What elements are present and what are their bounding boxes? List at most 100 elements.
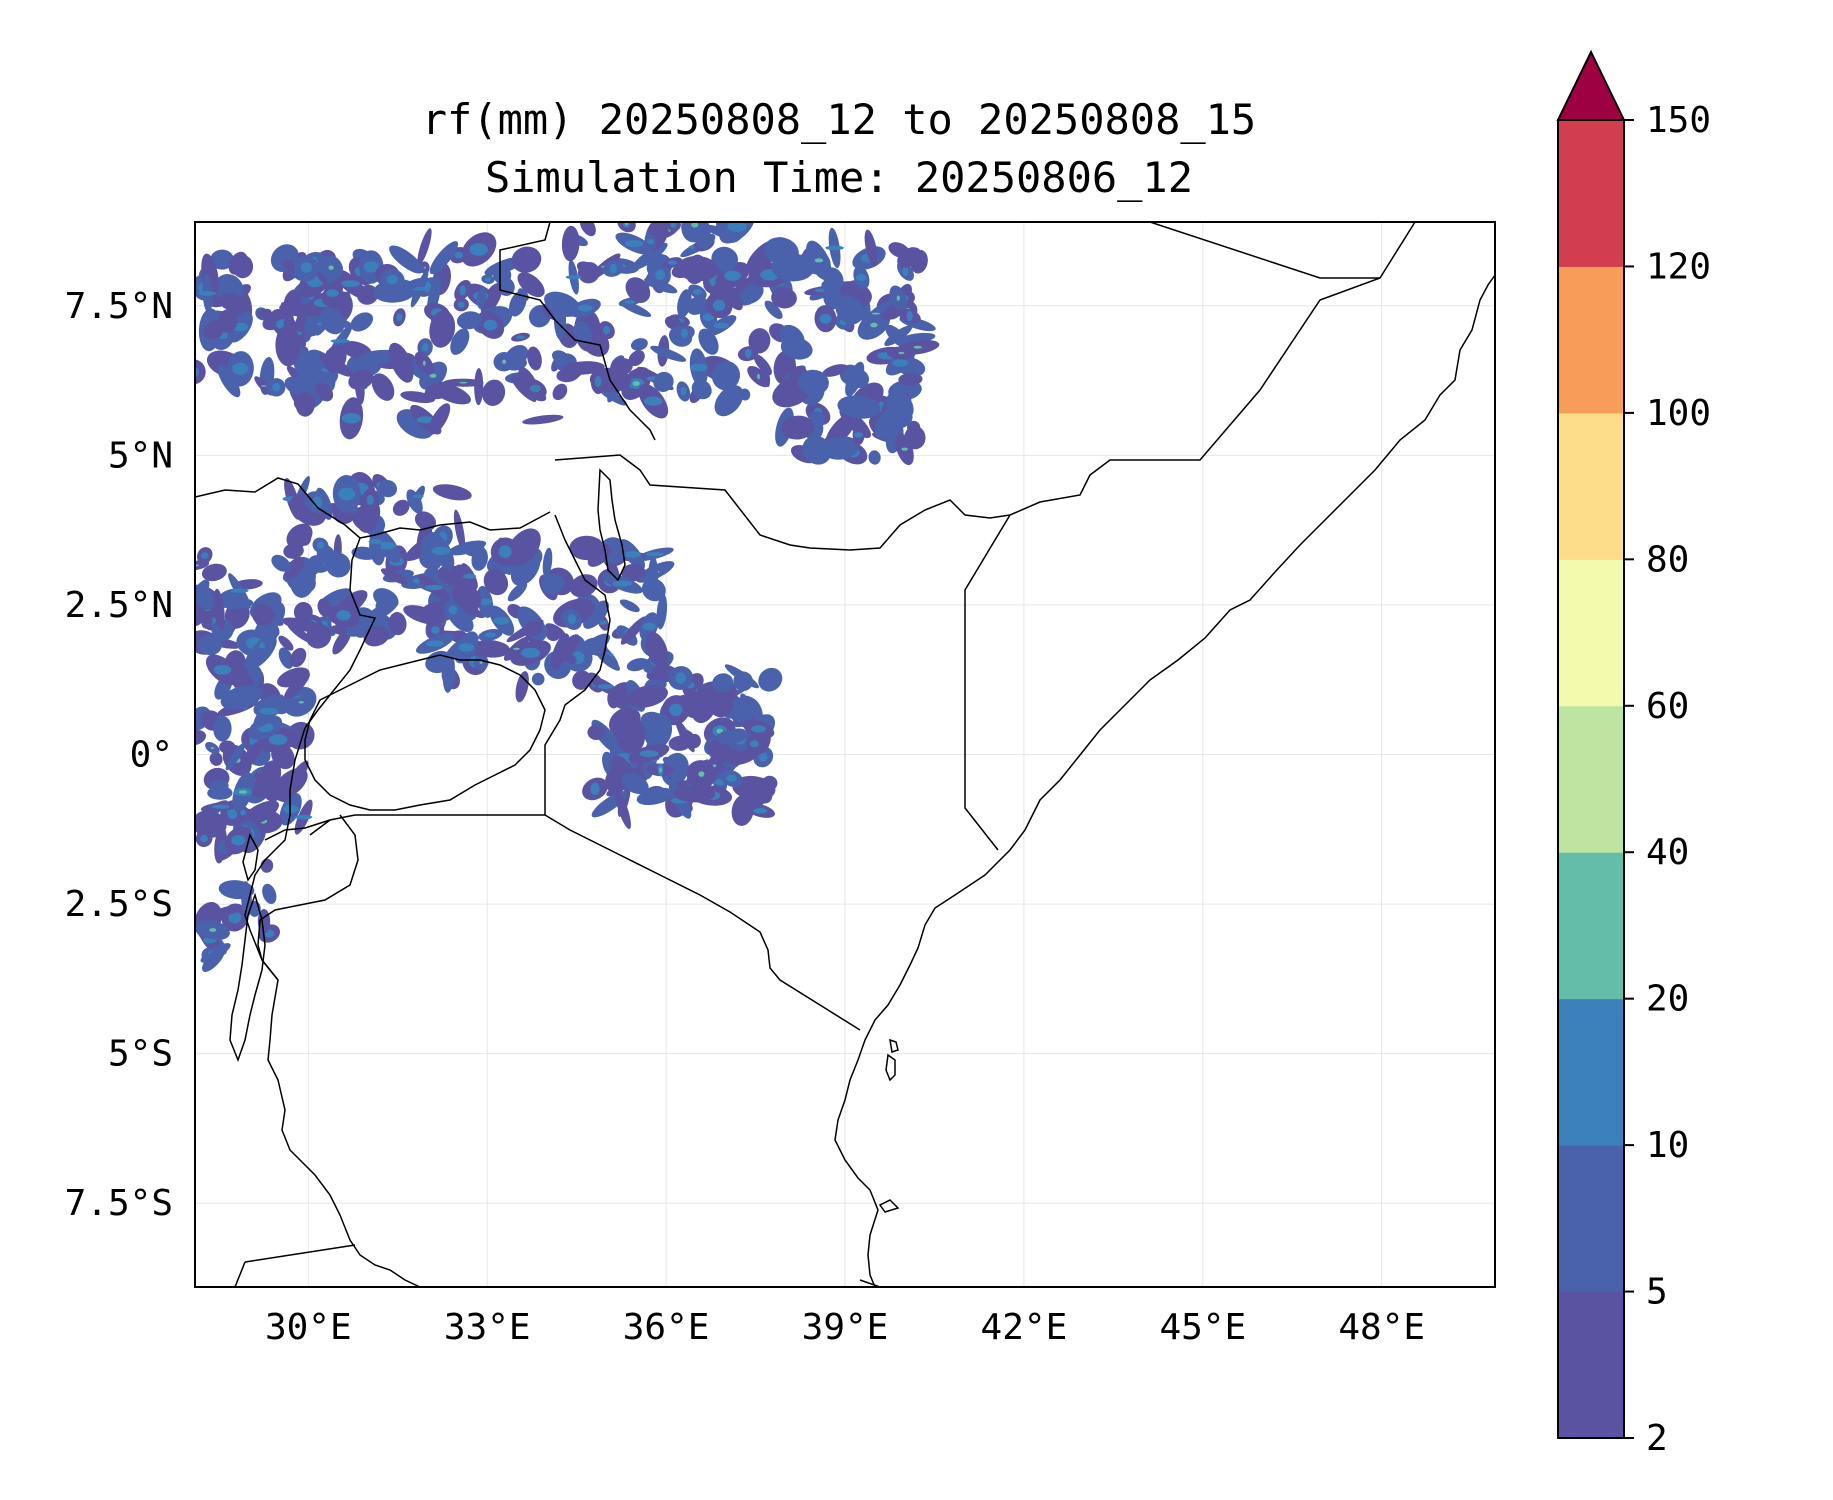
rain-cell	[356, 284, 379, 305]
border-tanzania-south	[859, 1279, 881, 1287]
rain-cell	[541, 573, 565, 595]
rain-cell-heavy	[431, 626, 440, 635]
rain-cell	[198, 634, 222, 656]
rain-cell	[284, 672, 310, 700]
rain-cell-heavy	[669, 703, 683, 716]
rain-cell	[476, 286, 487, 309]
rain-cell	[388, 342, 414, 383]
rain-cell	[897, 247, 922, 268]
rain-cell	[429, 310, 456, 348]
rain-cell	[627, 684, 668, 708]
rain-cell	[271, 554, 291, 572]
rain-cluster-uganda-east	[415, 528, 675, 703]
rain-cell	[561, 225, 580, 262]
rain-cell-heavy	[396, 313, 403, 322]
rain-cell-heavy	[195, 366, 199, 378]
rain-cell-heavy	[712, 299, 726, 311]
rain-cell	[217, 364, 241, 398]
rain-cell	[545, 625, 561, 642]
rain-cell	[711, 361, 741, 391]
rain-cell-intense	[210, 747, 214, 749]
rain-cell	[685, 690, 701, 714]
island-mafia	[878, 1199, 900, 1213]
rain-cell-heavy	[330, 339, 350, 344]
rain-cell	[645, 632, 669, 668]
rain-cell	[417, 228, 432, 266]
rain-cell-heavy	[484, 632, 496, 638]
rain-cell-heavy	[457, 301, 465, 308]
chart-title-line2: Simulation Time: 20250806_12	[485, 153, 1193, 202]
rain-cell	[195, 589, 215, 610]
y-tick-label: 7.5°N	[65, 286, 173, 327]
rain-cell	[456, 311, 483, 330]
rain-cell	[210, 249, 234, 270]
rain-cell-heavy	[645, 552, 664, 557]
rain-cell-intense	[429, 373, 437, 378]
rain-cell-heavy	[642, 622, 656, 631]
rain-cell-intense	[632, 381, 640, 386]
rain-cell-heavy	[232, 362, 249, 375]
colorbar-tick-label: 10	[1646, 1125, 1689, 1166]
rain-cell-intense	[261, 385, 267, 387]
lake-kivu	[242, 832, 259, 882]
border-rwanda-burundi	[257, 814, 359, 981]
rain-cell-intense	[209, 928, 217, 932]
rain-cell	[615, 789, 631, 830]
colorbar-tick-label: 40	[1646, 832, 1689, 873]
rain-cell-intense	[659, 767, 662, 773]
rain-cell-heavy	[690, 363, 708, 372]
rain-cell	[218, 292, 247, 312]
colorbar-tick-label: 80	[1646, 539, 1689, 580]
rain-cell-heavy	[854, 432, 864, 438]
rain-cell	[573, 321, 593, 345]
rain-cell	[290, 647, 307, 668]
rain-cell	[278, 635, 294, 651]
rain-cell	[711, 246, 739, 272]
rain-cell	[822, 364, 848, 377]
colorbar-tick-label: 120	[1646, 246, 1711, 287]
rain-cell	[262, 883, 277, 905]
rain-cell-heavy	[692, 289, 703, 295]
rain-cell	[451, 582, 482, 611]
rain-cell	[822, 436, 860, 460]
rain-cell	[389, 245, 424, 274]
rain-cell-heavy	[377, 541, 396, 550]
rain-cell-intense	[757, 373, 760, 380]
rain-cell	[668, 735, 691, 751]
rain-cell	[823, 283, 842, 310]
island-zanzibar	[885, 1053, 896, 1082]
rain-cell	[630, 338, 648, 351]
x-tick-label: 48°E	[1338, 1307, 1425, 1348]
rain-cell-heavy	[624, 300, 635, 304]
rain-cell-heavy	[529, 384, 541, 393]
rain-cell	[278, 647, 294, 669]
rain-cell-heavy	[200, 552, 209, 559]
rain-cell-heavy	[713, 322, 729, 329]
rain-cell	[388, 612, 407, 636]
rain-cell-intense	[898, 351, 905, 355]
rain-cell	[512, 379, 537, 402]
rain-cell-intense	[238, 790, 248, 794]
rain-cell	[709, 692, 734, 718]
rain-cell-intense	[422, 360, 426, 366]
rain-cell-intense	[691, 222, 699, 228]
rain-cell	[201, 563, 227, 582]
rain-cell	[644, 277, 678, 294]
rain-cell	[748, 328, 771, 354]
rain-cell	[650, 345, 687, 362]
rain-cell	[524, 620, 543, 636]
rain-cell	[576, 538, 596, 557]
rain-cell	[400, 277, 425, 292]
x-tick-label: 39°E	[802, 1307, 889, 1348]
rain-cell-heavy	[599, 620, 608, 625]
rain-cell-heavy	[670, 222, 677, 228]
rain-cell	[201, 615, 213, 629]
rain-cell	[195, 604, 205, 627]
rain-cell	[281, 617, 325, 633]
rain-cell-heavy	[425, 640, 445, 647]
rain-cell	[771, 253, 815, 282]
rain-cell	[619, 599, 640, 613]
rain-cell-heavy	[317, 541, 324, 549]
rain-cell	[432, 382, 471, 405]
rain-cell	[673, 785, 716, 803]
